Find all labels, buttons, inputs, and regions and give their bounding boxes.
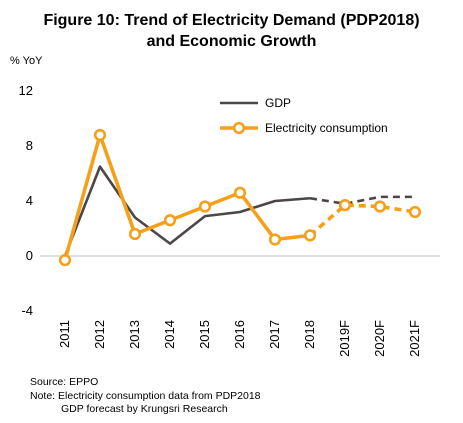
x-tick-label: 2014 [162,320,177,349]
x-tick-label: 2012 [92,320,107,349]
data-point [128,227,142,241]
y-tick-label: 4 [26,193,33,208]
x-tick-label: 2021F [407,320,422,357]
series-line-actual [63,165,311,257]
chart-title-line-2: and Economic Growth [146,33,317,50]
data-point [268,233,282,246]
chart-title: Figure 10: Trend of Electricity Demand (… [0,10,463,52]
data-point [163,214,177,227]
y-tick-labels: -4 0 4 8 12 [19,83,33,318]
chart-title-line-1: Figure 10: Trend of Electricity Demand (… [43,12,420,29]
note-gdp-forecast: GDP forecast by Krungsri Research [61,403,228,415]
x-tick-label: 2018 [302,320,317,349]
x-tick-label: 2015 [197,320,212,349]
y-tick-label: 12 [19,83,33,98]
source-note: Source: EPPO [30,376,99,388]
y-tick-label: -4 [21,303,33,318]
y-tick-label: 8 [26,138,33,153]
x-tick-label: 2016 [232,320,247,349]
data-point [93,128,107,142]
x-tick-label: 2017 [267,320,282,349]
series-line-forecast [308,203,416,237]
legend-label: GDP [265,96,291,110]
x-tick-label: 2019F [337,320,352,357]
data-point [303,229,317,242]
data-point [233,186,247,199]
data-point [198,200,212,213]
legend-marker [232,121,246,135]
data-point [338,199,352,212]
x-tick-labels: 2011 2012 2013 2014 2015 2016 2017 2018 2019F 202… [57,320,422,357]
y-tick-label: 0 [26,248,33,263]
data-point [373,200,387,213]
x-tick-label: 2020F [372,320,387,357]
data-point [58,254,72,267]
footnotes: Source: EPPO Note: Electricity consumpti… [30,376,261,417]
y-axis-label: % YoY [10,55,43,67]
legend-label: Electricity consumption [265,121,388,135]
series-line-forecast [309,195,415,206]
series-layer [58,128,422,267]
data-point [408,205,422,219]
note-electricity: Note: Electricity consumption data from … [30,389,261,402]
x-tick-label: 2013 [127,320,142,349]
legend: GDP Electricity consumption [220,96,388,135]
series-line-actual [63,133,311,261]
x-tick-label: 2011 [57,320,72,348]
